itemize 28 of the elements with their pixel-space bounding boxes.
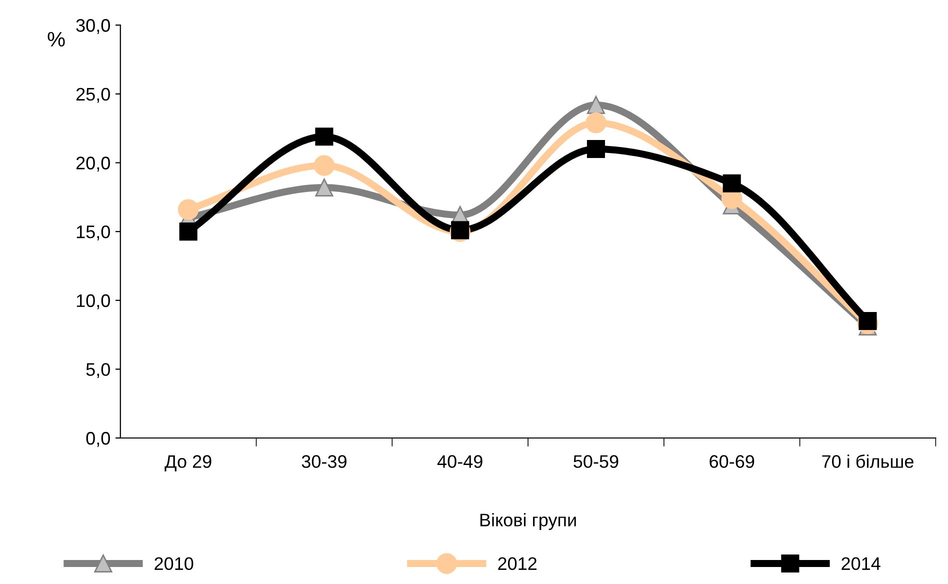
legend-label: 2014: [842, 557, 880, 570]
x-tick-label: 50-59: [574, 455, 618, 468]
x-tick-label: 30-39: [302, 455, 346, 468]
point: [858, 312, 877, 330]
x-tick-label: 60-69: [710, 455, 754, 468]
point: [586, 96, 606, 114]
y-tick-label: 10,0: [76, 294, 110, 310]
y-tick-label: 0,0: [86, 432, 110, 447]
x-tick-label: 70 і більше: [822, 454, 914, 468]
x-tick-label: 40-49: [437, 455, 482, 468]
point: [722, 174, 741, 192]
legend-label: 2010: [154, 557, 194, 570]
point: [315, 178, 334, 197]
y-tick-label: 15,0: [76, 225, 110, 240]
y-tick-label: 20,0: [76, 156, 110, 172]
x-axis-title: Вікові групи: [480, 513, 576, 530]
y-tick-label: 5,0: [86, 363, 110, 378]
y-tick-label: 25,0: [76, 88, 110, 103]
legend-label: 2012: [498, 557, 537, 570]
point: [586, 140, 606, 158]
x-tick-label: До 29: [164, 455, 212, 472]
point: [178, 199, 199, 220]
y-tick-label: 30,0: [76, 19, 110, 34]
point: [586, 112, 606, 134]
point: [179, 222, 198, 241]
point: [315, 128, 334, 146]
y-axis-title: %: [48, 32, 65, 47]
point: [314, 155, 335, 176]
